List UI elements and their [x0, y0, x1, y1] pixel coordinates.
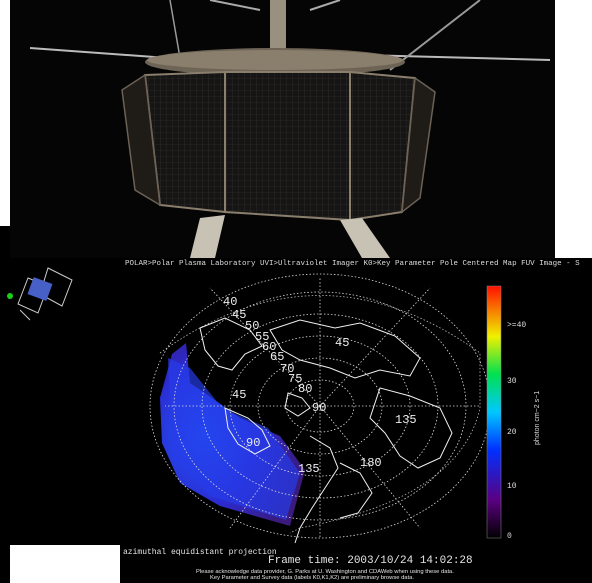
- colorbar-tick: 10: [507, 482, 517, 491]
- map-label: 40: [223, 295, 238, 309]
- map-label: 65: [270, 350, 285, 364]
- acknowledgement: Please acknowledge data provider, G. Par…: [196, 569, 454, 575]
- spacecraft-illustration: [10, 0, 555, 258]
- frame-time: Frame time: 2003/10/24 14:02:28: [268, 555, 473, 567]
- map-label: 80: [298, 382, 313, 396]
- spacecraft-icon: [7, 267, 73, 321]
- spacecraft-photo: [10, 0, 555, 258]
- caption-strip: [120, 545, 592, 583]
- uvi-image-panel: 40 45 50 55 60 65 70 75 80 45 45 90 135 …: [0, 258, 592, 545]
- map-label: 135: [298, 462, 320, 476]
- data-disclaimer: Key Parameter and Survey data (labels K0…: [210, 575, 414, 581]
- map-label: 70: [280, 362, 295, 376]
- map-label: 90: [312, 401, 327, 415]
- polar-map: [7, 267, 502, 544]
- colorbar: [487, 286, 501, 538]
- map-label: 45: [335, 336, 350, 350]
- colorbar-tick: 0: [507, 532, 512, 541]
- map-label: 60: [262, 340, 277, 354]
- colorbar-tick: 30: [507, 377, 517, 386]
- projection-label: azimuthal equidistant projection: [123, 548, 277, 557]
- colorbar-title: photon cm−2 s−1: [534, 390, 541, 445]
- map-label: 50: [245, 319, 260, 333]
- map-label: 135: [395, 413, 417, 427]
- map-label: 90: [246, 436, 261, 450]
- map-label: 180: [360, 456, 382, 470]
- map-label: 45: [232, 308, 247, 322]
- map-label: 45: [232, 388, 247, 402]
- map-label: 75: [288, 372, 303, 386]
- image-header: POLAR>Polar Plasma Laboratory UVI>Ultrav…: [125, 260, 580, 268]
- colorbar-tick: 20: [507, 428, 517, 437]
- map-label: 55: [255, 330, 270, 344]
- colorbar-tick: >=40: [507, 321, 527, 330]
